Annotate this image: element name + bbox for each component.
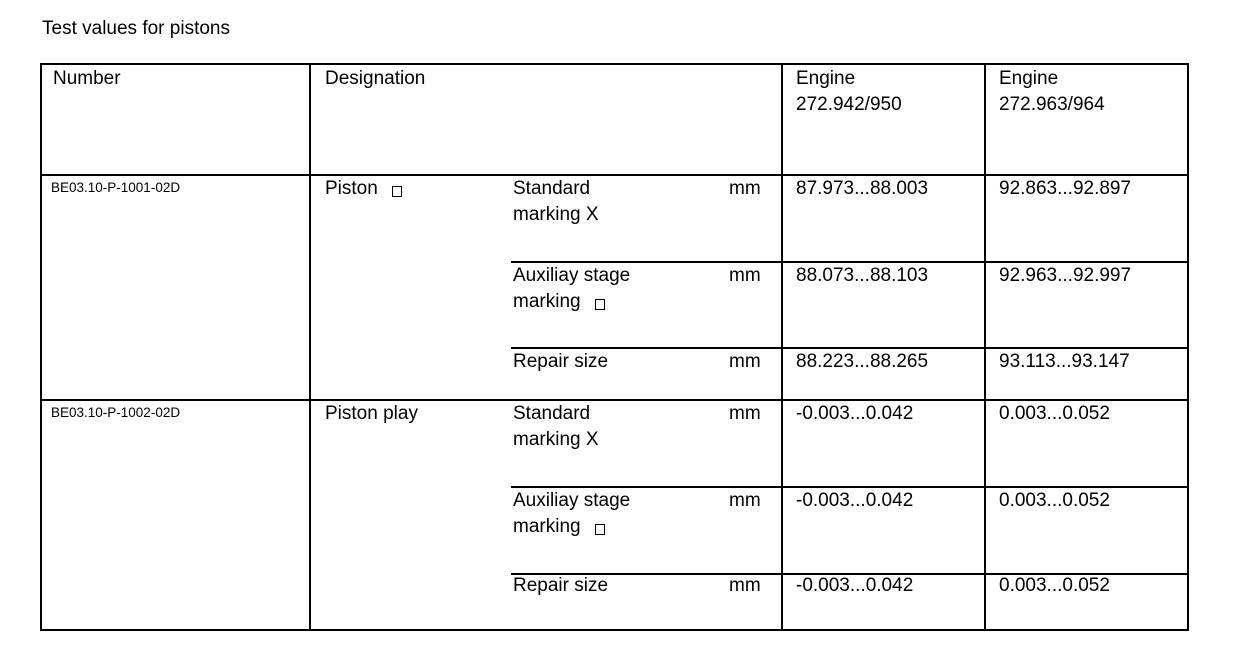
engine-2-value: 0.003...0.052 [999, 575, 1110, 596]
engine-2-value: 92.863...92.897 [999, 178, 1132, 199]
engine-2-value: 0.003...0.052 [999, 490, 1110, 511]
header-engine-2: Engine 272.963/964 [999, 68, 1105, 115]
row-label: Repair size [513, 575, 609, 596]
unit: mm [729, 178, 761, 199]
unit: mm [729, 575, 761, 596]
part-number: BE03.10-P-1001-02D [51, 180, 181, 195]
page-title: Test values for pistons [42, 18, 230, 39]
engine-2-value: 92.963...92.997 [999, 265, 1132, 286]
row-label: Auxiliay stage marking [513, 265, 631, 312]
engine-1-value: -0.003...0.042 [796, 575, 914, 596]
engine-1-value: 87.973...88.003 [796, 178, 929, 199]
placeholder-box-icon [594, 524, 605, 535]
placeholder-box-icon [391, 186, 402, 197]
engine-2-value: 0.003...0.052 [999, 403, 1110, 424]
row-label: Auxiliay stage marking [513, 490, 631, 537]
engine-1-value: -0.003...0.042 [796, 403, 914, 424]
engine-1-value: -0.003...0.042 [796, 490, 914, 511]
unit: mm [729, 265, 761, 286]
row-label: Repair size [513, 351, 609, 372]
placeholder-box-icon [594, 299, 605, 310]
engine-1-value: 88.073...88.103 [796, 265, 929, 286]
unit: mm [729, 351, 761, 372]
part-number: BE03.10-P-1002-02D [51, 405, 181, 420]
header-designation: Designation [325, 68, 426, 89]
unit: mm [729, 490, 761, 511]
designation: Piston [325, 176, 402, 202]
row-label: Standard marking X [513, 403, 599, 450]
engine-2-value: 93.113...93.147 [999, 351, 1130, 372]
designation: Piston play [325, 403, 418, 424]
unit: mm [729, 403, 761, 424]
engine-1-value: 88.223...88.265 [796, 351, 929, 372]
header-engine-1: Engine 272.942/950 [796, 68, 902, 115]
header-number: Number [53, 68, 121, 89]
row-label: Standard marking X [513, 178, 599, 225]
